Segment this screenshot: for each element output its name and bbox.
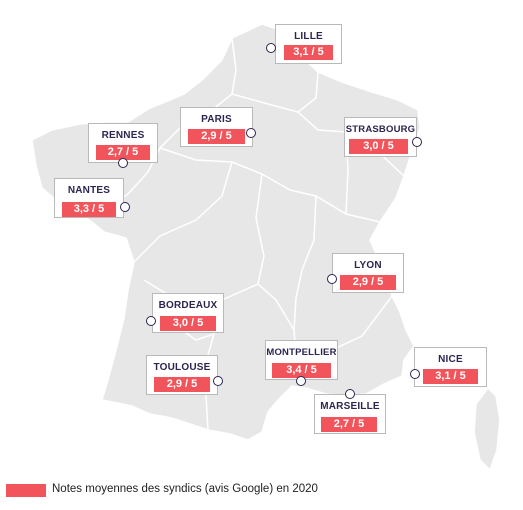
- marker-lyon: [327, 274, 337, 284]
- rating-montpellier: 3,4 / 5: [272, 363, 331, 378]
- city-name-montpellier: MONTPELLIER: [266, 347, 337, 358]
- city-name-bordeaux: BORDEAUX: [158, 300, 218, 311]
- label-montpellier: MONTPELLIER 3,4 / 5: [265, 340, 338, 380]
- rating-nantes: 3,3 / 5: [62, 202, 116, 217]
- label-lille: LILLE 3,1 / 5: [275, 24, 342, 64]
- rating-marseille: 2,7 / 5: [321, 417, 377, 432]
- label-marseille: MARSEILLE 2,7 / 5: [314, 394, 386, 434]
- legend-text: Notes moyennes des syndics (avis Google)…: [52, 483, 318, 495]
- rating-bordeaux: 3,0 / 5: [160, 316, 216, 331]
- rating-lyon: 2,9 / 5: [340, 275, 396, 290]
- marker-marseille: [345, 389, 355, 399]
- label-bordeaux: BORDEAUX 3,0 / 5: [152, 293, 224, 333]
- city-name-rennes: RENNES: [101, 130, 145, 141]
- marker-lille: [266, 43, 276, 53]
- rating-lille: 3,1 / 5: [284, 45, 333, 60]
- city-name-lille: LILLE: [294, 31, 323, 42]
- marker-nantes: [120, 202, 130, 212]
- city-name-strasbourg: STRASBOURG: [345, 124, 416, 135]
- marker-toulouse: [213, 376, 223, 386]
- marker-montpellier: [296, 376, 306, 386]
- city-name-toulouse: TOULOUSE: [153, 362, 211, 373]
- france-map: [31, 23, 501, 470]
- city-name-nice: NICE: [438, 354, 463, 365]
- marker-strasbourg: [412, 137, 422, 147]
- label-rennes: RENNES 2,7 / 5: [88, 123, 158, 163]
- rating-toulouse: 2,9 / 5: [154, 377, 210, 392]
- marker-bordeaux: [146, 316, 156, 326]
- marker-paris: [246, 128, 256, 138]
- marker-rennes: [118, 158, 128, 168]
- rating-paris: 2,9 / 5: [188, 129, 245, 144]
- city-name-marseille: MARSEILLE: [320, 401, 380, 412]
- label-nantes: NANTES 3,3 / 5: [54, 178, 124, 218]
- mainland-france: [31, 23, 421, 441]
- rating-nice: 3,1 / 5: [423, 369, 478, 384]
- label-paris: PARIS 2,9 / 5: [180, 107, 253, 147]
- rating-rennes: 2,7 / 5: [96, 145, 150, 160]
- marker-nice: [410, 369, 420, 379]
- label-lyon: LYON 2,9 / 5: [332, 253, 404, 293]
- label-nice: NICE 3,1 / 5: [414, 347, 487, 387]
- rating-strasbourg: 3,0 / 5: [349, 139, 408, 154]
- city-name-nantes: NANTES: [67, 185, 111, 196]
- legend-swatch: [6, 484, 46, 497]
- city-name-paris: PARIS: [201, 114, 232, 125]
- corsica: [473, 386, 501, 470]
- city-name-lyon: LYON: [354, 260, 382, 271]
- label-strasbourg: STRASBOURG 3,0 / 5: [344, 117, 417, 157]
- label-toulouse: TOULOUSE 2,9 / 5: [146, 355, 218, 395]
